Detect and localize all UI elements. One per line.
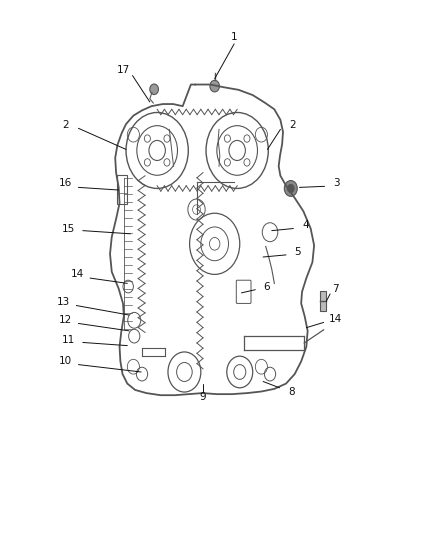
Text: 2: 2 [289, 120, 296, 130]
Text: 8: 8 [288, 387, 295, 397]
Text: 4: 4 [302, 220, 309, 230]
Circle shape [150, 84, 159, 94]
Text: 16: 16 [59, 178, 72, 188]
Text: 15: 15 [62, 223, 75, 233]
Text: 13: 13 [57, 297, 70, 308]
Text: 7: 7 [332, 284, 339, 294]
Text: 11: 11 [62, 335, 75, 345]
Circle shape [210, 80, 219, 92]
Bar [117, 175, 127, 204]
Bar [320, 292, 326, 311]
Circle shape [284, 181, 297, 196]
Text: 3: 3 [333, 178, 340, 188]
Text: 14: 14 [71, 269, 84, 279]
Text: 17: 17 [117, 65, 130, 75]
Text: 10: 10 [59, 357, 72, 367]
Text: 1: 1 [231, 32, 237, 42]
Circle shape [287, 184, 294, 192]
Text: 14: 14 [329, 314, 343, 324]
Text: 6: 6 [263, 281, 270, 292]
Text: 2: 2 [62, 120, 69, 130]
Text: 5: 5 [294, 247, 301, 257]
Text: 9: 9 [199, 392, 206, 402]
Text: 12: 12 [59, 316, 72, 325]
